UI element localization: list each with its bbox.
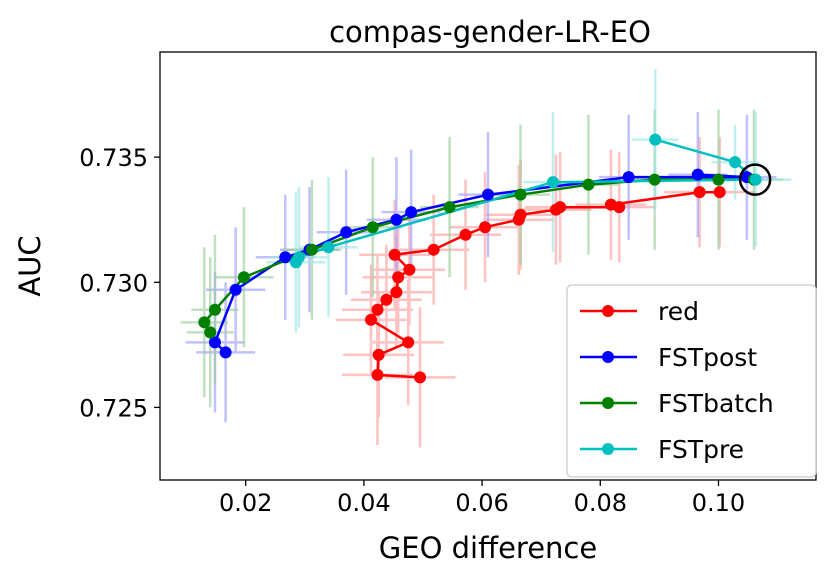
data-point-FSTbatch-3 [237,271,250,284]
data-point-FSTpost-2 [229,283,242,296]
data-point-FSTbatch-8 [582,178,595,191]
data-point-red-7 [390,286,403,299]
chart-title: compas-gender-LR-EO [329,15,651,49]
data-point-FSTbatch-5 [366,221,379,234]
data-point-FSTpost-1 [208,336,221,349]
data-point-FSTpost-9 [622,171,635,184]
x-tick-label-1: 0.04 [337,489,390,517]
legend-label-FSTpre: FSTpre [658,435,744,464]
data-point-FSTpost-3 [279,251,292,264]
y-axis-title: AUC [13,235,47,296]
data-point-red-13 [479,221,492,234]
data-point-FSTbatch-4 [305,243,318,256]
legend-marker-FSTbatch [602,397,614,409]
data-point-FSTpost-0 [219,346,232,359]
legend-label-FSTpost: FSTpost [658,343,757,372]
x-tick-label-2: 0.06 [455,489,508,517]
data-point-FSTpre-1 [292,251,305,264]
data-point-FSTpre-3 [547,176,560,189]
data-point-FSTpre-2 [322,241,335,254]
data-point-FSTpost-6 [390,213,403,226]
data-point-red-12 [459,228,472,241]
data-point-red-8 [392,271,405,284]
data-point-red-0 [414,371,427,384]
y-tick-label-2: 0.735 [79,144,148,172]
data-point-red-15 [514,208,527,221]
data-point-red-17 [554,201,567,214]
data-point-FSTpre-4 [649,133,662,146]
data-point-FSTpost-5 [340,226,353,239]
data-point-FSTpost-7 [405,206,418,219]
data-point-FSTbatch-2 [208,303,221,316]
data-point-red-2 [372,348,385,361]
legend-marker-FSTpost [602,351,614,363]
x-tick-label-3: 0.08 [574,489,627,517]
data-point-red-21 [713,186,726,199]
legend-marker-red [602,305,614,317]
data-point-FSTbatch-0 [198,316,211,329]
data-point-FSTbatch-6 [443,201,456,214]
data-point-red-9 [403,263,416,276]
data-point-red-20 [693,186,706,199]
x-tick-label-4: 0.10 [692,489,745,517]
data-point-FSTpost-8 [482,188,494,201]
data-point-red-1 [371,368,384,381]
data-point-red-5 [371,303,384,316]
data-point-FSTbatch-7 [514,188,527,201]
legend-label-FSTbatch: FSTbatch [658,389,774,418]
data-point-red-3 [402,336,415,349]
plot-frame [159,51,817,481]
data-point-red-11 [427,243,440,256]
data-point-red-10 [388,248,401,261]
data-point-red-6 [380,293,393,306]
data-point-FSTpre-5 [729,156,742,169]
data-point-red-4 [364,313,377,326]
y-tick-label-1: 0.730 [79,269,148,297]
legend-label-red: red [658,297,699,326]
x-tick-label-0: 0.02 [219,489,272,517]
y-tick-label-0: 0.725 [79,394,148,422]
data-point-FSTpre-6 [749,173,762,186]
data-point-FSTbatch-1 [204,326,217,339]
legend-box [566,284,817,478]
data-point-FSTbatch-10 [712,173,725,186]
data-point-FSTpost-10 [691,168,704,181]
x-axis-title: GEO difference [379,531,597,565]
data-point-red-19 [613,201,626,214]
legend-marker-FSTpre [602,443,614,455]
highlight-marker [738,163,772,196]
legend: red FSTpost FSTbatch FSTpre [566,284,817,478]
data-point-FSTbatch-9 [648,173,661,186]
axes: 0.02 0.04 0.06 0.08 0.10 0.725 0.730 0.735 [79,144,745,517]
plot-area [180,69,792,448]
series-line-red [369,190,720,379]
